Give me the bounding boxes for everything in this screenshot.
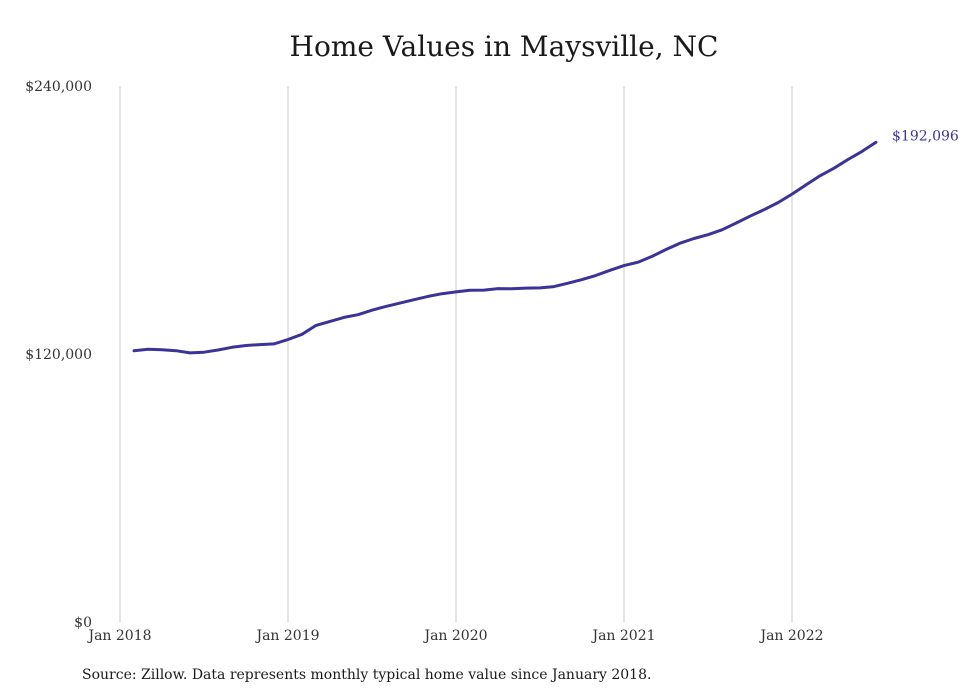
end-value-label: $192,096 xyxy=(892,128,959,144)
source-note: Source: Zillow. Data represents monthly … xyxy=(82,667,652,683)
y-axis-ticks: $0 $120,000 $240,000 xyxy=(25,79,92,631)
y-tick-label: $240,000 xyxy=(25,79,92,95)
x-tick-label: Jan 2018 xyxy=(86,628,151,644)
gridlines xyxy=(119,86,793,622)
y-tick-label: $0 xyxy=(74,615,92,631)
series-line xyxy=(132,140,878,355)
x-tick-label: Jan 2022 xyxy=(758,628,823,644)
x-tick-label: Jan 2019 xyxy=(254,628,319,644)
x-tick-label: Jan 2021 xyxy=(590,628,655,644)
y-tick-label: $120,000 xyxy=(25,347,92,363)
x-tick-label: Jan 2020 xyxy=(422,628,487,644)
line-chart: $0$120,000$240,000 Jan 2018 Jan 2019 Jan 2… xyxy=(25,79,959,644)
x-axis-ticks: Jan 2018 Jan 2019 Jan 2020 Jan 2021 Jan 2022 xyxy=(86,628,823,644)
chart-title: Home Values in Maysville, NC xyxy=(289,30,719,63)
